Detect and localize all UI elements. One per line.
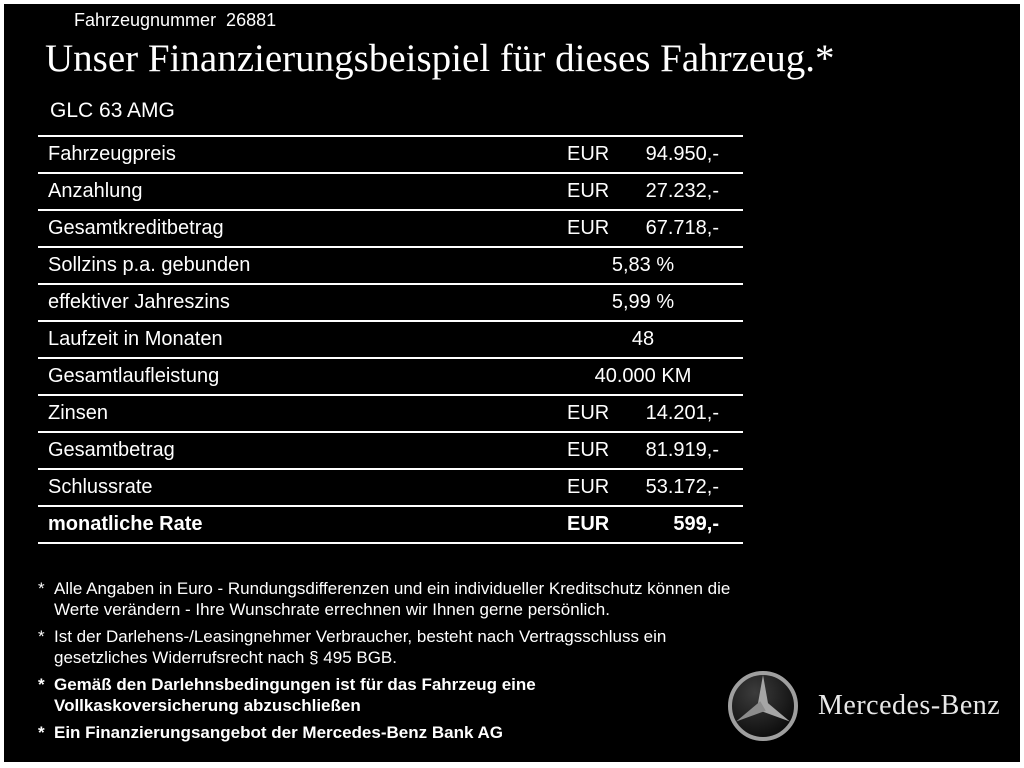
row-label: Laufzeit in Monaten: [48, 328, 223, 350]
table-row: Schlussrate EUR 53.172,-: [38, 470, 743, 507]
footnote: * Ein Finanzierungsangebot der Mercedes-…: [38, 722, 768, 743]
row-label: Gesamtkreditbetrag: [48, 217, 224, 239]
footnote-marker: *: [38, 723, 45, 742]
footnote-marker: *: [38, 675, 45, 694]
brand-name: Mercedes-Benz: [818, 690, 1001, 721]
row-currency: EUR: [567, 217, 610, 239]
model-name: GLC 63 AMG: [50, 99, 175, 122]
footnote: * Ist der Darlehens-/Leasingnehmer Verbr…: [38, 626, 768, 668]
finance-table: Fahrzeugpreis EUR 94.950,- Anzahlung EUR…: [38, 135, 743, 544]
row-currency: EUR: [567, 180, 610, 202]
row-currency: EUR: [567, 439, 610, 461]
mercedes-star-icon: [728, 671, 798, 741]
table-row: effektiver Jahreszins 5,99 %: [38, 285, 743, 322]
footnote: * Gemäß den Darlehnsbedingungen ist für …: [38, 674, 768, 716]
footnote-marker: *: [38, 627, 45, 646]
table-row: Zinsen EUR 14.201,-: [38, 396, 743, 433]
row-amount: 5,99 %: [611, 291, 675, 313]
row-value: EUR 94.950,-: [567, 143, 719, 166]
row-value: EUR 81.919,-: [567, 439, 719, 462]
black-canvas: Fahrzeugnummer 26881 Unser Finanzierungs…: [4, 4, 1020, 762]
row-label: monatliche Rate: [48, 513, 203, 535]
row-label: Schlussrate: [48, 476, 153, 498]
footnote: * Alle Angaben in Euro - Rundungsdiffere…: [38, 578, 768, 620]
row-label: Zinsen: [48, 402, 109, 424]
row-amount: 67.718,-: [645, 217, 719, 239]
row-currency: EUR: [567, 402, 610, 424]
page-title: Unser Finanzierungsbeispiel für dieses F…: [45, 37, 835, 80]
row-value: 40.000 KM: [567, 365, 719, 388]
row-value: EUR 27.232,-: [567, 180, 719, 203]
row-label: effektiver Jahreszins: [48, 291, 230, 313]
row-label: Gesamtlaufleistung: [48, 365, 220, 387]
row-amount: 81.919,-: [645, 439, 719, 461]
row-amount: 599,-: [673, 513, 719, 535]
row-amount: 40.000 KM: [594, 365, 692, 387]
row-value: EUR 14.201,-: [567, 402, 719, 425]
table-row: Laufzeit in Monaten 48: [38, 322, 743, 359]
row-amount: 27.232,-: [645, 180, 719, 202]
row-label: Sollzins p.a. gebunden: [48, 254, 251, 276]
row-amount: 14.201,-: [645, 402, 719, 424]
row-currency: EUR: [567, 513, 610, 535]
row-amount: 53.172,-: [645, 476, 719, 498]
table-row: Anzahlung EUR 27.232,-: [38, 174, 743, 211]
footnote-text: Alle Angaben in Euro - Rundungsdifferenz…: [54, 579, 731, 619]
table-row: Gesamtkreditbetrag EUR 67.718,-: [38, 211, 743, 248]
footnote-text: Ist der Darlehens-/Leasingnehmer Verbrau…: [54, 627, 667, 667]
footnote-text: Gemäß den Darlehnsbedingungen ist für da…: [54, 675, 536, 715]
table-row: Gesamtbetrag EUR 81.919,-: [38, 433, 743, 470]
row-label: Anzahlung: [48, 180, 143, 202]
footnote-text: Ein Finanzierungsangebot der Mercedes-Be…: [54, 723, 504, 742]
vehicle-number: Fahrzeugnummer 26881: [74, 10, 277, 30]
row-amount: 5,83 %: [611, 254, 675, 276]
table-row: monatliche Rate EUR 599,-: [38, 507, 743, 544]
footnote-marker: *: [38, 579, 45, 598]
row-value: EUR 599,-: [567, 513, 719, 536]
table-row: Fahrzeugpreis EUR 94.950,-: [38, 137, 743, 174]
table-row: Gesamtlaufleistung 40.000 KM: [38, 359, 743, 396]
row-value: 48: [567, 328, 719, 351]
row-amount: 94.950,-: [645, 143, 719, 165]
row-value: 5,83 %: [567, 254, 719, 277]
row-value: 5,99 %: [567, 291, 719, 314]
brand-block: Mercedes-Benz: [724, 667, 1000, 745]
row-currency: EUR: [567, 476, 610, 498]
row-currency: EUR: [567, 143, 610, 165]
row-value: EUR 53.172,-: [567, 476, 719, 499]
row-amount: 48: [631, 328, 655, 350]
row-value: EUR 67.718,-: [567, 217, 719, 240]
row-label: Fahrzeugpreis: [48, 143, 176, 165]
table-row: Sollzins p.a. gebunden 5,83 %: [38, 248, 743, 285]
row-label: Gesamtbetrag: [48, 439, 175, 461]
footnotes: * Alle Angaben in Euro - Rundungsdiffere…: [38, 578, 768, 749]
